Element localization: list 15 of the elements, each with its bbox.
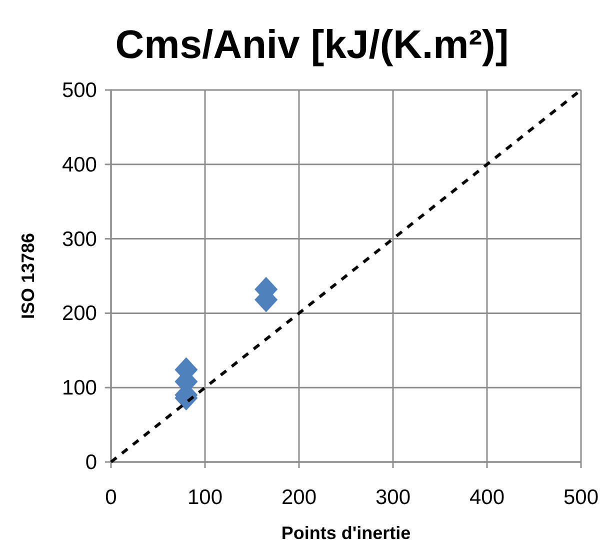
x-tick-label: 300 bbox=[375, 486, 411, 509]
x-axis-title: Points d'inertie bbox=[281, 523, 411, 543]
y-tick-label: 400 bbox=[62, 153, 97, 176]
x-tick-label: 0 bbox=[105, 486, 117, 509]
y-tick-label: 500 bbox=[62, 79, 97, 102]
y-axis-title: ISO 13786 bbox=[18, 232, 38, 320]
chart-title: Cms/Aniv [kJ/(K.m²)] bbox=[115, 23, 509, 67]
x-tick-label: 200 bbox=[281, 486, 317, 509]
y-tick-label: 300 bbox=[62, 228, 97, 251]
y-tick-label: 0 bbox=[85, 451, 97, 474]
y-tick-label: 100 bbox=[62, 376, 97, 400]
x-tick-label: 100 bbox=[187, 486, 223, 509]
x-tick-label: 400 bbox=[469, 486, 505, 509]
y-tick-label: 200 bbox=[62, 302, 97, 326]
x-tick-label: 500 bbox=[563, 486, 599, 509]
